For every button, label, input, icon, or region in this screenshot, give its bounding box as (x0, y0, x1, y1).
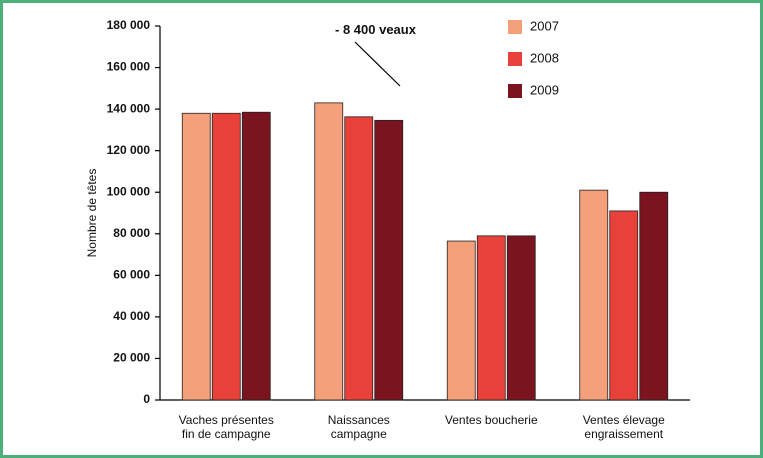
bar (241, 111, 271, 401)
bar (344, 116, 374, 401)
y-tick-label: 100 000 (107, 184, 151, 198)
x-tick-label: Naissances campagne (328, 413, 390, 441)
bar (446, 240, 476, 401)
y-tick-label: 120 000 (107, 143, 151, 157)
x-tick-label: Ventes boucherie (445, 413, 538, 427)
legend-swatch (508, 84, 522, 98)
y-tick-label: 80 000 (113, 226, 150, 240)
legend-label: 2009 (530, 82, 559, 97)
bar (314, 102, 344, 401)
x-tick-label: Vaches présentes fin de campagne (179, 413, 274, 441)
x-tick-label: Ventes élevage engraissement (583, 413, 665, 441)
bar (639, 191, 669, 401)
legend-swatch (508, 52, 522, 66)
legend-swatch (508, 20, 522, 34)
bar (374, 119, 404, 401)
annotation-line (354, 41, 401, 87)
bar (506, 235, 536, 401)
y-tick-label: 0 (143, 392, 150, 406)
y-tick-label: 180 000 (107, 18, 151, 32)
bar (609, 210, 639, 401)
y-tick-label: 40 000 (113, 309, 150, 323)
y-tick-label: 140 000 (107, 101, 151, 115)
y-tick-label: 60 000 (113, 268, 150, 282)
y-axis-label: Nombre de têtes (85, 169, 99, 258)
bar (579, 189, 609, 401)
legend-label: 2008 (530, 50, 559, 65)
bar (476, 235, 506, 401)
bar (181, 112, 211, 401)
y-tick-label: 160 000 (107, 60, 151, 74)
bar (211, 112, 241, 401)
y-tick-label: 20 000 (113, 351, 150, 365)
legend-label: 2007 (530, 18, 559, 33)
annotation: - 8 400 veaux (335, 22, 417, 37)
